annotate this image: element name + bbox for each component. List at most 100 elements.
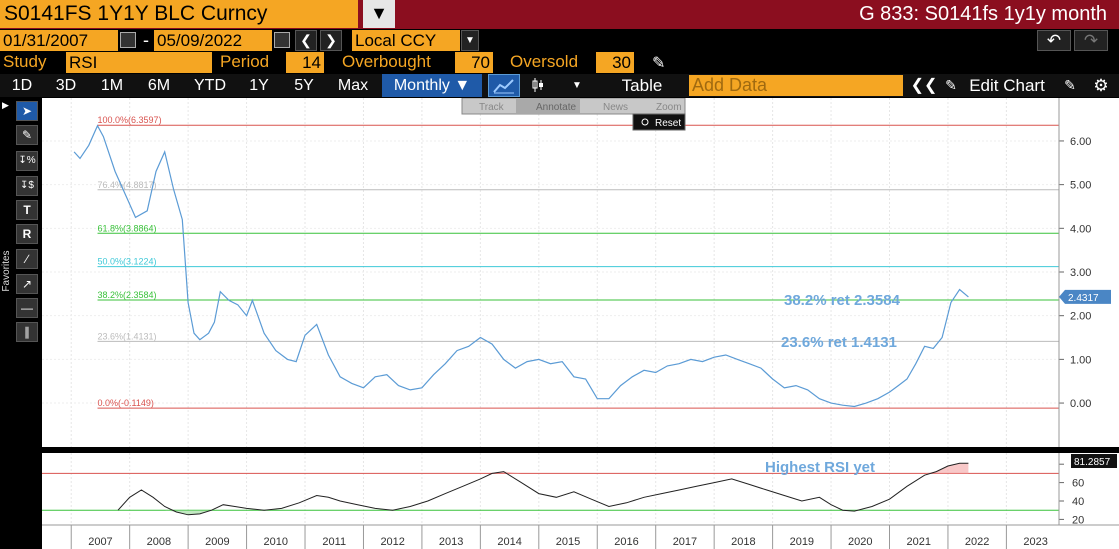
horizontal-line-icon[interactable]: — [16,298,38,318]
chart-tools-popup: Track Annotate News Zoom Reset [461,98,686,131]
period-3d[interactable]: 3D [55,77,77,94]
annotation-highest-rsi[interactable]: Highest RSI yet [765,459,875,476]
fib-level-label: 61.8%(3.8864) [98,223,157,233]
retracement-icon[interactable]: R [16,224,38,244]
x-tick-label: 2018 [731,536,755,548]
y-tick-label: 1.00 [1070,354,1091,366]
drawing-toolbar: ▶ ➤ ✎ ↧% ↧$ T R ∕ ↗ — ∥ Favorites [0,98,42,549]
panel-divider[interactable] [42,447,1119,453]
x-tick-label: 2021 [906,536,930,548]
axes: 2007 2008 2009 2010 2011 2012 2013 2014 2015 2016… [42,98,1119,549]
x-tick-label: 2020 [848,536,872,548]
rsi-line [117,462,969,516]
grid [42,98,1059,525]
channel-icon[interactable]: ∥ [16,322,38,342]
percent-measure-icon[interactable]: ↧% [16,151,38,171]
toolbar: 1D 3D 1M 6M YTD 1Y 5Y Max Monthly ▼ ▼ Ta… [0,74,1119,97]
period-1m[interactable]: 1M [100,77,124,94]
x-tick-label: 2007 [88,536,112,548]
annotation-38-ret[interactable]: 38.2% ret 2.3584 [784,292,901,309]
study-bar: Study RSI Period 14 Overbought 70 Overso… [0,51,1119,73]
ticker-menu-button[interactable]: ▼ [363,0,395,28]
ticker-field[interactable]: S0141FS 1Y1Y BLC Curncy [0,0,358,28]
period-6m[interactable]: 6M [147,77,171,94]
series-layer [73,124,969,516]
x-tick-label: 2022 [965,536,989,548]
fibonacci-levels: 100.0%(6.3597) 76.4%(4.8817) 61.8%(3.8864)… [97,115,1059,409]
x-tick-label: 2011 [322,536,346,548]
x-tick-label: 2010 [264,536,288,548]
rsi-y-tick-label: 40 [1072,496,1084,508]
calendar-icon[interactable] [120,32,136,48]
redo-button[interactable]: ↷ [1074,30,1108,51]
annotation-23-ret[interactable]: 23.6% ret 1.4131 [781,334,897,351]
settings-edit-icon[interactable]: ✎ [1064,77,1076,93]
frequency-select[interactable]: Monthly ▼ [382,74,482,97]
x-tick-label: 2023 [1023,536,1047,548]
x-tick-label: 2013 [439,536,463,548]
ray-icon[interactable]: ↗ [16,274,38,294]
period-1y[interactable]: 1Y [249,77,269,94]
period-max[interactable]: Max [337,77,369,94]
candlestick-icon[interactable] [524,74,552,97]
price-chart[interactable]: 100.0%(6.3597) 76.4%(4.8817) 61.8%(3.8864)… [42,98,1119,549]
x-tick-label: 2015 [556,536,580,548]
edit-chart-button[interactable]: Edit Chart [969,76,1045,95]
pencil-icon[interactable]: ✎ [945,77,957,93]
y-tick-label: 0.00 [1070,398,1091,410]
oversold-field[interactable]: 30 [596,52,634,73]
line-chart-icon[interactable] [488,74,520,97]
rsi-last-label: 81.2857 [1074,457,1111,468]
start-date-field[interactable]: 01/31/2007 [0,30,118,51]
text-icon[interactable]: T [16,200,38,220]
currency-dropdown[interactable]: ▼ [461,30,479,51]
expand-arrow-icon[interactable]: ▶ [2,100,9,110]
pen-icon[interactable]: ✎ [16,125,38,145]
date-separator: - [143,30,149,50]
y-tick-label: 3.00 [1070,267,1091,279]
add-data-input[interactable]: Add Data [689,75,903,96]
y-tick-label: 2.00 [1070,311,1091,323]
x-tick-label: 2008 [147,536,171,548]
x-tick-label: 2014 [497,536,521,548]
overbought-field[interactable]: 70 [455,52,493,73]
undo-button[interactable]: ↶ [1037,30,1071,51]
last-price-label: 2.4317 [1068,293,1099,304]
dollar-measure-icon[interactable]: ↧$ [16,176,38,196]
collapse-icon[interactable]: ❮❮ [910,77,938,94]
favorites-tab[interactable]: Favorites [1,216,13,326]
rsi-y-tick-label: 20 [1072,514,1084,526]
annotate-button[interactable]: Annotate [536,102,576,113]
calendar-icon[interactable] [274,32,290,48]
x-tick-label: 2012 [380,536,404,548]
currency-select[interactable]: Local CCY [352,30,460,51]
prev-range-button[interactable]: ❮ [295,30,317,51]
price-line [73,124,969,408]
end-date-field[interactable]: 05/09/2022 [154,30,272,51]
fib-level-label: 38.2%(2.3584) [98,290,157,300]
gear-icon[interactable]: ⚙ [1093,76,1109,95]
period-1d[interactable]: 1D [11,77,33,94]
pencil-icon[interactable]: ✎ [652,55,666,72]
study-select[interactable]: RSI [66,52,212,73]
period-field[interactable]: 14 [286,52,324,73]
x-tick-label: 2016 [614,536,638,548]
zoom-button[interactable]: Zoom [656,102,682,113]
x-tick-label: 2009 [205,536,229,548]
period-ytd[interactable]: YTD [194,77,226,94]
reset-button[interactable]: Reset [655,118,681,129]
y-tick-label: 6.00 [1070,136,1091,148]
next-range-button[interactable]: ❯ [320,30,342,51]
y-tick-label: 5.00 [1070,180,1091,192]
period-5y[interactable]: 5Y [294,77,314,94]
main-axis-background [1059,98,1119,447]
fib-level-label: 50.0%(3.1224) [98,257,157,267]
x-tick-label: 2017 [673,536,697,548]
news-button[interactable]: News [603,102,628,113]
track-button[interactable]: Track [479,102,505,113]
date-bar: 01/31/2007 - 05/09/2022 ❮ ❯ Local CCY ▼ … [0,29,1119,51]
cursor-icon[interactable]: ➤ [16,101,38,121]
table-button[interactable]: Table [621,76,663,95]
chart-type-dropdown[interactable]: ▼ [572,80,582,91]
trendline-icon[interactable]: ∕ [16,249,38,269]
